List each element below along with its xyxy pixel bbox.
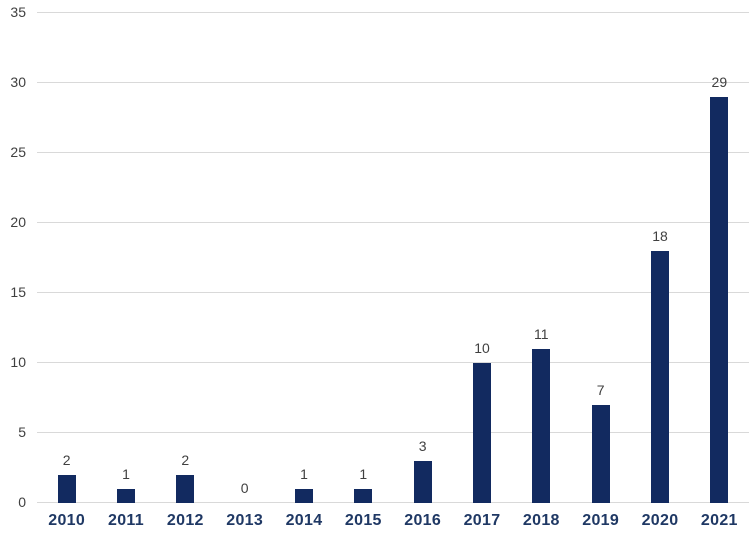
x-tick-label-2010: 2010 — [48, 512, 86, 529]
bar-value-label-2012: 2 — [181, 452, 190, 468]
x-tick-label-2017: 2017 — [463, 512, 501, 529]
gridline-y-15 — [37, 292, 749, 293]
bar-2018 — [532, 349, 551, 503]
x-tick-label-2011: 2011 — [108, 512, 144, 529]
bar-value-label-2020: 18 — [652, 228, 668, 244]
bar-2020 — [651, 251, 669, 503]
gridline-y-30 — [37, 82, 749, 83]
bar-2011 — [117, 489, 135, 503]
x-tick-label-2018: 2018 — [522, 512, 560, 529]
x-tick-label-2019: 2019 — [582, 512, 620, 529]
y-tick-label-5: 5 — [18, 424, 26, 440]
bar-value-label-2011: 1 — [122, 466, 130, 482]
bar-2010 — [57, 475, 76, 503]
x-tick-label-2021: 2021 — [700, 512, 738, 529]
bar-2019 — [591, 405, 610, 503]
bar-value-label-2014: 1 — [300, 466, 308, 482]
bar-2016 — [413, 461, 432, 503]
bar-value-label-2013: 0 — [240, 480, 249, 496]
bar-2012 — [176, 475, 195, 503]
y-tick-label-0: 0 — [18, 494, 26, 510]
bar-value-label-2021: 29 — [711, 74, 728, 90]
bar-value-label-2019: 7 — [596, 382, 605, 398]
bar-2014 — [295, 489, 313, 503]
y-tick-label-15: 15 — [10, 284, 26, 300]
bar-2017 — [473, 363, 491, 503]
x-tick-label-2013: 2013 — [226, 512, 264, 529]
bar-value-label-2010: 2 — [62, 452, 71, 468]
y-tick-label-35: 35 — [10, 4, 26, 20]
x-tick-label-2016: 2016 — [404, 512, 442, 529]
x-tick-label-2014: 2014 — [285, 512, 323, 529]
x-tick-label-2020: 2020 — [641, 512, 679, 529]
bar-2021 — [710, 97, 729, 503]
gridline-y-35 — [37, 12, 749, 13]
bar-value-label-2016: 3 — [418, 438, 427, 454]
gridline-y-10 — [37, 362, 749, 363]
x-tick-label-2015: 2015 — [344, 512, 382, 529]
gridline-y-5 — [37, 432, 749, 433]
bar-2015 — [354, 489, 373, 503]
bar-value-label-2015: 1 — [359, 466, 368, 482]
bar-value-label-2018: 11 — [534, 326, 549, 342]
bar-value-label-2017: 10 — [474, 340, 490, 356]
x-tick-label-2012: 2012 — [166, 512, 204, 529]
gridline-y-20 — [37, 222, 749, 223]
gridline-y-25 — [37, 152, 749, 153]
y-tick-label-20: 20 — [10, 214, 26, 230]
y-tick-label-10: 10 — [10, 354, 26, 370]
gridline-y-0 — [37, 502, 749, 503]
y-tick-label-25: 25 — [10, 144, 26, 160]
y-tick-label-30: 30 — [10, 74, 26, 90]
